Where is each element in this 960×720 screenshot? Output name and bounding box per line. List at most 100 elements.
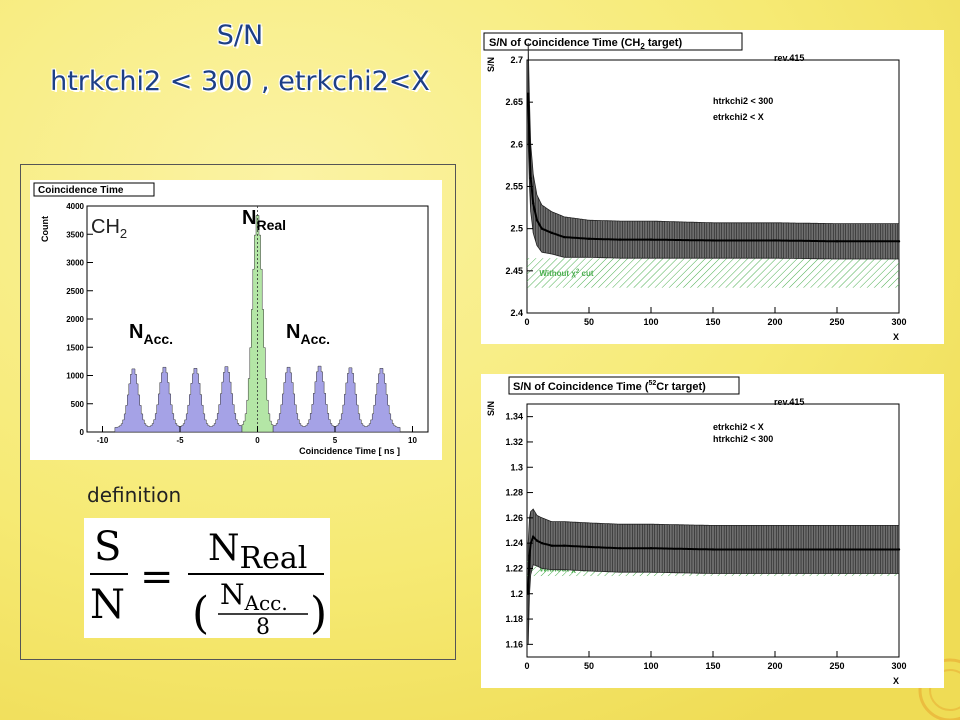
sn-point bbox=[563, 235, 566, 239]
y-tick-label-8: 1.32 bbox=[505, 437, 523, 447]
y-tick-label-2: 1000 bbox=[66, 372, 84, 381]
sn-cr52-ylabel: S/N bbox=[486, 401, 496, 416]
y-tick-label-1: 500 bbox=[71, 400, 85, 409]
y-tick-label-6: 1.28 bbox=[505, 488, 523, 498]
x-tick-label-3: 150 bbox=[705, 317, 720, 327]
sn-point bbox=[528, 554, 531, 557]
y-tick-label-5: 2500 bbox=[66, 287, 84, 296]
sn-ch2-xlabel: X bbox=[893, 332, 899, 342]
sn-point bbox=[563, 544, 566, 547]
accidental-area-left bbox=[114, 366, 243, 433]
decorative-swirl-icon bbox=[918, 658, 960, 720]
x-tick-label-2: 100 bbox=[643, 661, 658, 671]
sn-point bbox=[711, 239, 715, 242]
y-tick-label-0: 2.4 bbox=[510, 308, 523, 318]
sn-point bbox=[535, 219, 539, 222]
y-tick-label-6: 2.7 bbox=[510, 55, 523, 65]
sn-point bbox=[532, 535, 535, 539]
x-tick-label-6: 300 bbox=[891, 317, 906, 327]
sn-ch2-plot-area: Without χ2 cut 0 50 100 150 200 250 300 2.4 2.45 2… bbox=[505, 43, 907, 327]
y-tick-label-9: 1.34 bbox=[505, 412, 523, 422]
x-tick-label-3: 5 bbox=[333, 436, 338, 445]
sn-point bbox=[618, 547, 622, 550]
histogram-title: Coincidence Time bbox=[38, 185, 124, 196]
without-chi2-band bbox=[527, 258, 899, 288]
histogram-axes: -10 -5 0 5 10 0 500 1000 1500 2000 2500 3000 3500 400… bbox=[66, 202, 417, 445]
coincidence-time-histogram: Coincidence Time -10 -5 0 5 10 0 500 1000 1500 20… bbox=[30, 180, 442, 460]
y-tick-label-3: 1.22 bbox=[505, 563, 523, 573]
sn-ch2-chart: S/N of Coincidence Time (CH2 target) rev… bbox=[481, 30, 944, 344]
y-tick-label-5: 2.65 bbox=[505, 97, 523, 107]
sn-ch2-revision: rev.415 bbox=[774, 53, 804, 63]
y-tick-label-5: 1.26 bbox=[505, 513, 523, 523]
sn-point bbox=[532, 202, 535, 205]
sn-point bbox=[587, 545, 591, 549]
y-tick-label-1: 2.45 bbox=[505, 266, 523, 276]
x-tick-label-1: 50 bbox=[584, 661, 594, 671]
label-n-acc-left: NAcc. bbox=[129, 321, 173, 347]
y-tick-label-7: 3500 bbox=[66, 230, 84, 239]
formula-equals: = bbox=[140, 554, 174, 600]
sn-point bbox=[773, 239, 777, 242]
sn-cr52-plot-area: Without χ2 cut0501001502002503001.161.18… bbox=[505, 403, 907, 671]
x-tick-label-0: 0 bbox=[524, 317, 529, 327]
sn-point bbox=[835, 548, 839, 551]
x-tick-label-2: 100 bbox=[643, 317, 658, 327]
left-panel bbox=[20, 164, 456, 660]
y-tick-label-4: 1.24 bbox=[505, 538, 523, 548]
sn-cr52-legend-1: etrkchi2 < X bbox=[713, 422, 764, 432]
y-tick-label-2: 2.5 bbox=[510, 224, 523, 234]
x-tick-label-1: -5 bbox=[176, 436, 184, 445]
x-tick-label-4: 200 bbox=[767, 661, 782, 671]
sn-point bbox=[535, 539, 539, 542]
accidental-area-right bbox=[272, 365, 401, 433]
sn-cr52-title: S/N of Coincidence Time (52Cr target) bbox=[513, 380, 706, 393]
y-tick-label-7: 1.3 bbox=[510, 462, 523, 472]
x-tick-label-5: 250 bbox=[829, 661, 844, 671]
x-tick-label-1: 50 bbox=[584, 317, 594, 327]
sn-point bbox=[773, 548, 777, 551]
y-tick-label-4: 2000 bbox=[66, 315, 84, 324]
y-tick-label-1: 1.18 bbox=[505, 614, 523, 624]
label-n-real: NReal bbox=[242, 207, 286, 233]
definition-label: definition bbox=[87, 483, 182, 507]
formula-divisor: 8 bbox=[256, 615, 270, 638]
x-tick-label-5: 250 bbox=[829, 317, 844, 327]
sn-ch2-title: S/N of Coincidence Time (CH2 target) bbox=[489, 37, 682, 51]
sn-cr52-xlabel: X bbox=[893, 676, 899, 686]
sn-ch2-legend-1: htrkchi2 < 300 bbox=[713, 96, 773, 106]
y-tick-label-6: 3000 bbox=[66, 259, 84, 268]
sn-cr52-chart: S/N of Coincidence Time (52Cr target) re… bbox=[481, 374, 944, 688]
sn-point bbox=[897, 240, 901, 243]
sn-point bbox=[649, 547, 653, 550]
y-tick-label-4: 2.6 bbox=[510, 139, 523, 149]
sn-point bbox=[550, 544, 553, 547]
x-tick-label-4: 200 bbox=[767, 317, 782, 327]
y-tick-label-0: 1.16 bbox=[505, 639, 523, 649]
sn-point bbox=[540, 227, 544, 230]
x-tick-label-0: 0 bbox=[524, 661, 529, 671]
sn-point bbox=[711, 548, 715, 551]
sn-point bbox=[618, 238, 622, 241]
label-ch2: CH2 bbox=[91, 216, 127, 241]
sn-point bbox=[897, 548, 901, 551]
sn-point bbox=[540, 541, 544, 545]
y-tick-label-3: 2.55 bbox=[505, 182, 523, 192]
histogram-ylabel: Count bbox=[40, 216, 50, 242]
sn-cr52-revision: rev.415 bbox=[774, 397, 804, 407]
sn-point bbox=[835, 240, 839, 243]
x-tick-label-2: 0 bbox=[255, 436, 260, 445]
y-tick-label-2: 1.2 bbox=[510, 589, 523, 599]
slide-title: S/N bbox=[216, 20, 264, 51]
slide-subtitle: htrkchi2 < 300 , etrkchi2<X bbox=[50, 66, 430, 97]
sn-point bbox=[649, 238, 653, 241]
sn-ch2-ylabel: S/N bbox=[486, 57, 496, 72]
formula-s: S bbox=[94, 524, 121, 570]
sn-ch2-legend-2: etrkchi2 < X bbox=[713, 112, 764, 122]
x-tick-label-0: -10 bbox=[97, 436, 109, 445]
sn-point bbox=[529, 176, 532, 180]
without-chi2-label: Without χ2 cut bbox=[539, 269, 593, 278]
y-tick-label-0: 0 bbox=[80, 428, 85, 437]
sn-point bbox=[587, 237, 591, 240]
formula-numerator: NReal bbox=[208, 528, 307, 576]
